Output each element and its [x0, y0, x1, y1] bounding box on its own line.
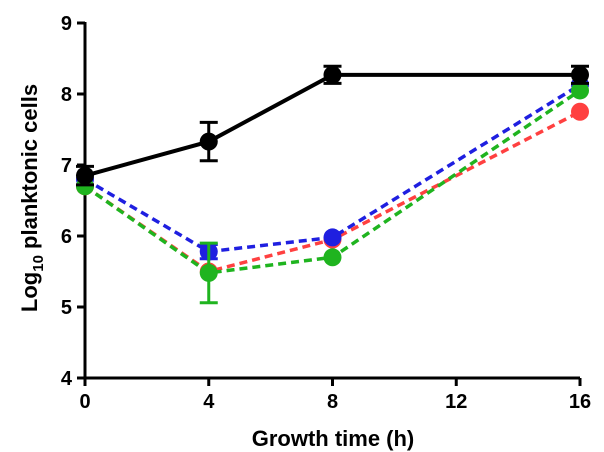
series-1-point-2	[323, 228, 342, 247]
series-2-line	[83, 88, 581, 275]
series-2	[76, 81, 589, 305]
series-1-line	[84, 83, 581, 254]
series-3-point-3	[571, 65, 589, 84]
y-tick-label-4: 8	[61, 84, 72, 106]
y-axis-title: Log10 planktonic cells	[17, 84, 47, 312]
series-2-point-2	[323, 248, 342, 267]
y-tick-label-3: 7	[61, 155, 72, 177]
y-tick-label-5: 9	[61, 13, 72, 35]
y-tick-label-0: 4	[61, 368, 73, 390]
x-tick-label-1: 4	[203, 391, 215, 413]
y-axis-title-suffix: planktonic cells	[17, 84, 42, 255]
x-tick-label-0: 0	[79, 391, 90, 413]
series-layer	[76, 64, 589, 305]
series-0-point-3	[571, 102, 589, 121]
y-axis-title-prefix: Log	[17, 272, 42, 312]
y-tick-label-2: 6	[61, 226, 72, 248]
x-axis-title: Growth time (h)	[252, 426, 415, 451]
series-3-point-2	[323, 65, 342, 84]
x-tick-label-2: 8	[327, 391, 338, 413]
y-axis-title-subscript: 10	[30, 255, 47, 272]
series-2-point-1	[199, 263, 218, 282]
series-3	[76, 64, 589, 187]
y-tick-label-1: 5	[61, 297, 72, 319]
x-tick-label-4: 16	[569, 391, 591, 413]
series-3-point-1	[199, 132, 218, 151]
series-3-line	[84, 72, 580, 178]
x-tick-label-3: 12	[445, 391, 467, 413]
series-3-point-0	[76, 166, 94, 185]
series-2-point-3	[571, 81, 589, 100]
series-0-line	[84, 110, 581, 274]
